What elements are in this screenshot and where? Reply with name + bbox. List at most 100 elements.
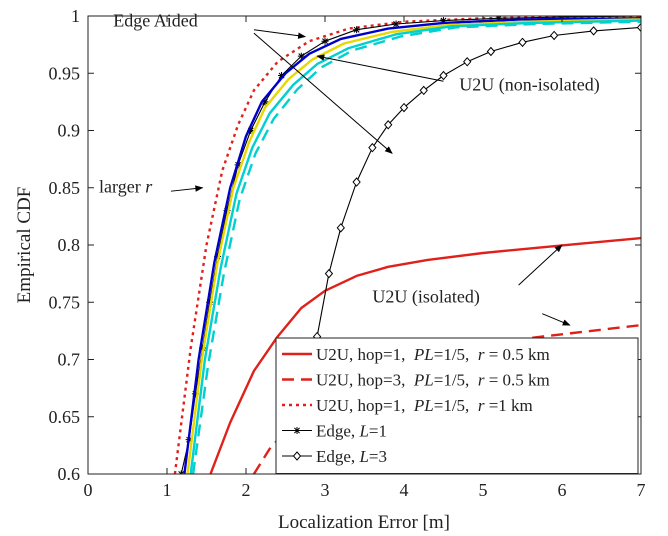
legend-text-part: Edge, [316, 447, 359, 466]
y-tick-label: 0.8 [58, 235, 81, 255]
diamond-marker [384, 120, 393, 130]
asterisk-marker [293, 427, 301, 434]
annotation-label: larger r [99, 176, 153, 196]
legend-text-part: U2U, hop=1, [316, 396, 414, 415]
series-line [191, 20, 641, 474]
diamond-marker [549, 30, 559, 41]
legend-entry-label: Edge, L=1 [316, 422, 387, 441]
legend-text-part: = 0.5 km [484, 371, 549, 390]
x-tick-label: 1 [163, 480, 172, 500]
legend-text-part: L [358, 422, 368, 441]
annotation-variable: r [145, 176, 153, 196]
annotation-arrow [542, 313, 571, 326]
series-5 [183, 17, 641, 474]
diamond-marker [368, 142, 377, 153]
series-line [186, 18, 641, 474]
x-tick-label: 3 [321, 480, 330, 500]
diamond-marker [463, 57, 472, 67]
diamond-marker [486, 46, 496, 57]
annotation-arrow [253, 32, 393, 154]
annotation-arrow [170, 185, 204, 192]
asterisk-marker [392, 20, 400, 28]
asterisk-marker [297, 52, 305, 60]
y-tick-label: 0.7 [58, 350, 81, 370]
legend-text-part: =1 km [484, 396, 532, 415]
legend-text-part: L [358, 447, 368, 466]
asterisk-marker [278, 72, 286, 80]
x-tick-label: 6 [558, 480, 567, 500]
asterisk-marker [247, 127, 255, 134]
x-tick-label: 4 [400, 480, 409, 500]
x-tick-label: 5 [479, 480, 488, 500]
annotation-label: U2U (isolated) [372, 286, 479, 307]
legend-text-part: =3 [369, 447, 387, 466]
series-4 [290, 22, 641, 474]
diamond-marker [419, 85, 428, 96]
asterisk-marker [214, 252, 222, 260]
x-tick-label: 2 [242, 480, 251, 500]
legend-text-part: r [478, 345, 485, 364]
y-tick-label: 0.65 [49, 407, 81, 427]
ticks-layer: 0 1 2 3 4 5 6 7 0.6 0.65 0.7 0.75 0.8 0.85 0.9 0.95 1 [49, 6, 646, 500]
asterisk-marker [321, 37, 329, 45]
legend-text-part: = 0.5 km [484, 345, 549, 364]
series-line [189, 19, 641, 474]
legend-entry-label: Edge, L=3 [316, 447, 387, 466]
legend-entry-label: U2U, hop=1, PL=1/5, r =1 km [316, 396, 533, 415]
diamond-marker [636, 22, 641, 33]
asterisk-marker [261, 98, 269, 106]
diamond-marker [439, 70, 448, 81]
asterisk-marker [440, 17, 447, 25]
legend-text-part: Edge, [316, 422, 359, 441]
legend-text-part: PL [413, 345, 434, 364]
legend-text-part: =1/5, [434, 371, 478, 390]
y-tick-label: 0.9 [58, 121, 81, 141]
y-axis-title: Empirical CDF [14, 187, 35, 304]
asterisk-marker [223, 207, 231, 215]
legend-entry-label: U2U, hop=3, PL=1/5, r = 0.5 km [316, 371, 550, 390]
annotation-label: U2U (non-isolated) [459, 74, 599, 95]
series-line [183, 17, 641, 474]
y-tick-label: 1 [71, 6, 80, 26]
asterisk-marker [206, 298, 214, 306]
series-6 [186, 18, 641, 474]
y-tick-label: 0.95 [49, 63, 81, 83]
legend-box [275, 337, 639, 474]
annotation-arrow [518, 244, 563, 286]
x-tick-label: 0 [84, 480, 93, 500]
legend-text-part: U2U, hop=1, [316, 345, 414, 364]
x-axis-title: Localization Error [m] [278, 512, 450, 533]
series-0 [209, 236, 641, 474]
annotation-arrow [253, 29, 307, 39]
diamond-marker [518, 37, 527, 48]
annotation-label: Edge Aided [113, 10, 197, 30]
y-tick-label: 0.75 [49, 292, 81, 312]
legend-entry-label: U2U, hop=1, PL=1/5, r = 0.5 km [316, 345, 550, 364]
legend-text-part: r [478, 371, 485, 390]
diamond-marker [324, 268, 334, 279]
legend-text-part: =1 [369, 422, 387, 441]
series-8 [191, 20, 641, 474]
diamond-marker [336, 223, 345, 233]
legend-text-part: =1/5, [434, 345, 478, 364]
annotation-arrow [316, 54, 444, 82]
legend-text-part: r [478, 396, 485, 415]
y-tick-label: 0.6 [58, 464, 81, 484]
asterisk-marker [495, 16, 503, 22]
diamond-marker [292, 451, 302, 461]
legend-text-part: PL [413, 371, 434, 390]
diamond-marker [589, 26, 598, 36]
diamond-marker [352, 177, 361, 187]
series-line [209, 236, 641, 474]
legend-text-part: U2U, hop=3, [316, 371, 414, 390]
legend-text-part: PL [413, 396, 434, 415]
x-tick-label: 7 [637, 480, 646, 500]
y-tick-label: 0.85 [49, 178, 81, 198]
legend-text-part: =1/5, [434, 396, 478, 415]
annotation-layer: Edge Aided U2U (non-isolated) larger r U2U … [99, 10, 600, 326]
diamond-marker [399, 102, 409, 113]
annotation-text: larger [99, 176, 145, 196]
series-7 [189, 19, 641, 474]
